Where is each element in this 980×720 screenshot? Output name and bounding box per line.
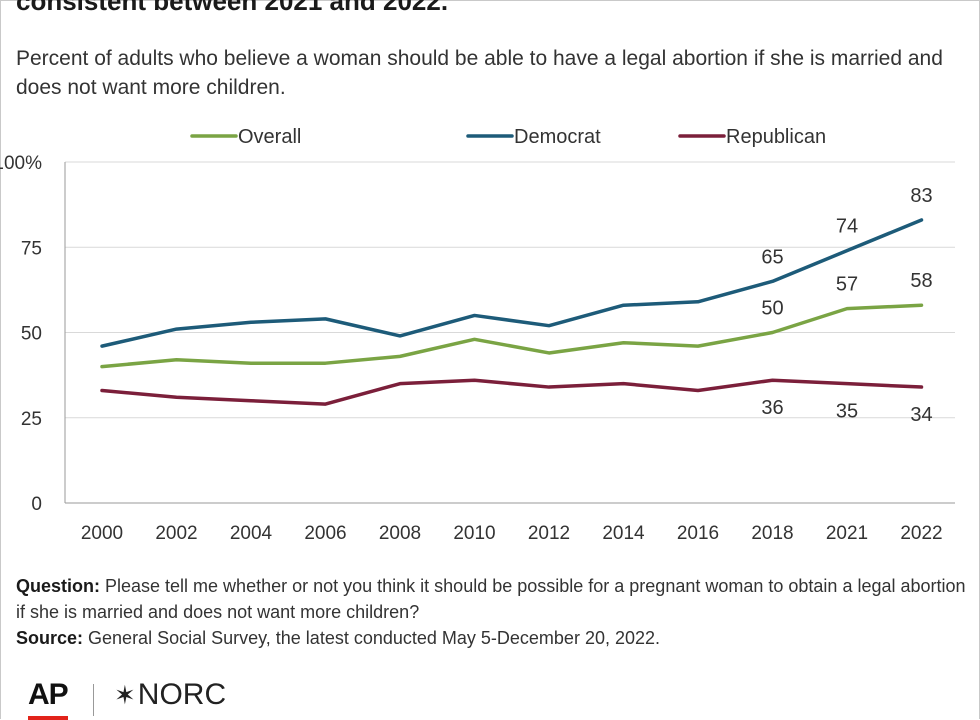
- data-label-republican: 36: [761, 397, 783, 419]
- norc-logo: ✶NORC: [114, 678, 227, 711]
- grid-lines: [64, 161, 955, 504]
- data-label-overall: 57: [836, 274, 858, 296]
- norc-logo-text: NORC: [137, 678, 227, 711]
- series-line-overall: [100, 303, 924, 369]
- series-lines: [100, 218, 924, 406]
- legend-label-republican: Republican: [726, 126, 826, 148]
- x-tick-label: 2018: [751, 523, 793, 544]
- x-tick-label: 2002: [155, 523, 197, 544]
- title-line-2: consistent between 2021 and 2022.: [16, 0, 449, 16]
- y-tick-label: 100%: [0, 153, 42, 174]
- question-label: Question:: [16, 576, 100, 596]
- y-tick-label: 25: [21, 409, 42, 430]
- series-line-democrat: [100, 218, 924, 348]
- x-tick-label: 2008: [379, 523, 421, 544]
- norc-star-icon: ✶: [114, 680, 136, 710]
- data-label-democrat: 74: [836, 216, 858, 238]
- data-label-republican: 34: [910, 404, 932, 426]
- source-note: Source: General Social Survey, the lates…: [16, 625, 966, 651]
- question-note: Question: Please tell me whether or not …: [16, 573, 966, 625]
- y-axis-ticks: 0 25 50 75 100%: [0, 153, 42, 515]
- data-label-republican: 35: [836, 401, 858, 423]
- line-chart: 0 25 50 75 100% 2000 2002 2004 2006 2008 2010 2012…: [0, 126, 955, 544]
- chart-footer: Question: Please tell me whether or not …: [16, 573, 966, 651]
- chart-subtitle: Percent of adults who believe a woman sh…: [16, 47, 943, 99]
- x-tick-label: 2021: [826, 523, 868, 544]
- question-text: Please tell me whether or not you think …: [16, 576, 966, 622]
- data-label-democrat: 65: [761, 246, 783, 268]
- y-tick-label: 0: [31, 494, 42, 515]
- x-tick-label: 2014: [602, 523, 645, 544]
- x-tick-label: 2022: [900, 523, 942, 544]
- data-label-democrat: 83: [910, 185, 932, 207]
- legend: Overall Democrat Republican: [190, 126, 826, 148]
- x-tick-label: 2004: [230, 523, 273, 544]
- x-tick-label: 2016: [677, 523, 719, 544]
- data-label-overall: 58: [910, 270, 932, 292]
- data-labels: 50 57 58 65 74 83 36 35 34: [761, 185, 932, 426]
- x-tick-label: 2012: [528, 523, 570, 544]
- series-line-republican: [100, 378, 924, 406]
- ap-logo-bar: [28, 716, 68, 720]
- logo-divider: [93, 684, 94, 716]
- legend-label-overall: Overall: [238, 126, 301, 148]
- x-axis-ticks: 2000 2002 2004 2006 2008 2010 2012 2014 2016 2018…: [81, 523, 943, 544]
- chart-title: consistent between 2021 and 2022.: [16, 0, 966, 16]
- source-text: General Social Survey, the latest conduc…: [83, 628, 661, 648]
- y-tick-label: 50: [21, 324, 42, 345]
- data-label-overall: 50: [761, 298, 783, 320]
- x-tick-label: 2006: [304, 523, 346, 544]
- y-tick-label: 75: [21, 238, 42, 259]
- source-label: Source:: [16, 628, 84, 648]
- x-tick-label: 2010: [453, 523, 495, 544]
- x-tick-label: 2000: [81, 523, 123, 544]
- ap-logo: AP: [28, 678, 69, 711]
- legend-label-democrat: Democrat: [514, 126, 601, 148]
